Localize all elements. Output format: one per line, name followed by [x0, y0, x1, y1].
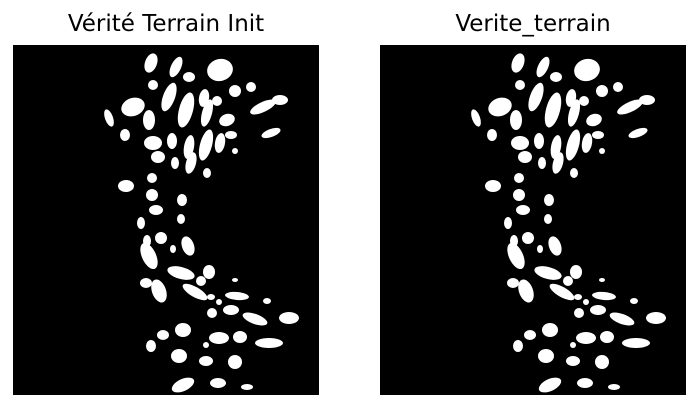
mask-regions — [104, 53, 299, 393]
mask-blobs — [380, 45, 686, 395]
mask-regions — [471, 53, 666, 393]
panel-title: Vérité Terrain Init — [67, 11, 265, 37]
mask-blobs — [13, 45, 319, 395]
binary-mask-image — [13, 45, 319, 395]
panel-title: Verite_terrain — [455, 11, 611, 37]
binary-mask-image — [380, 45, 686, 395]
